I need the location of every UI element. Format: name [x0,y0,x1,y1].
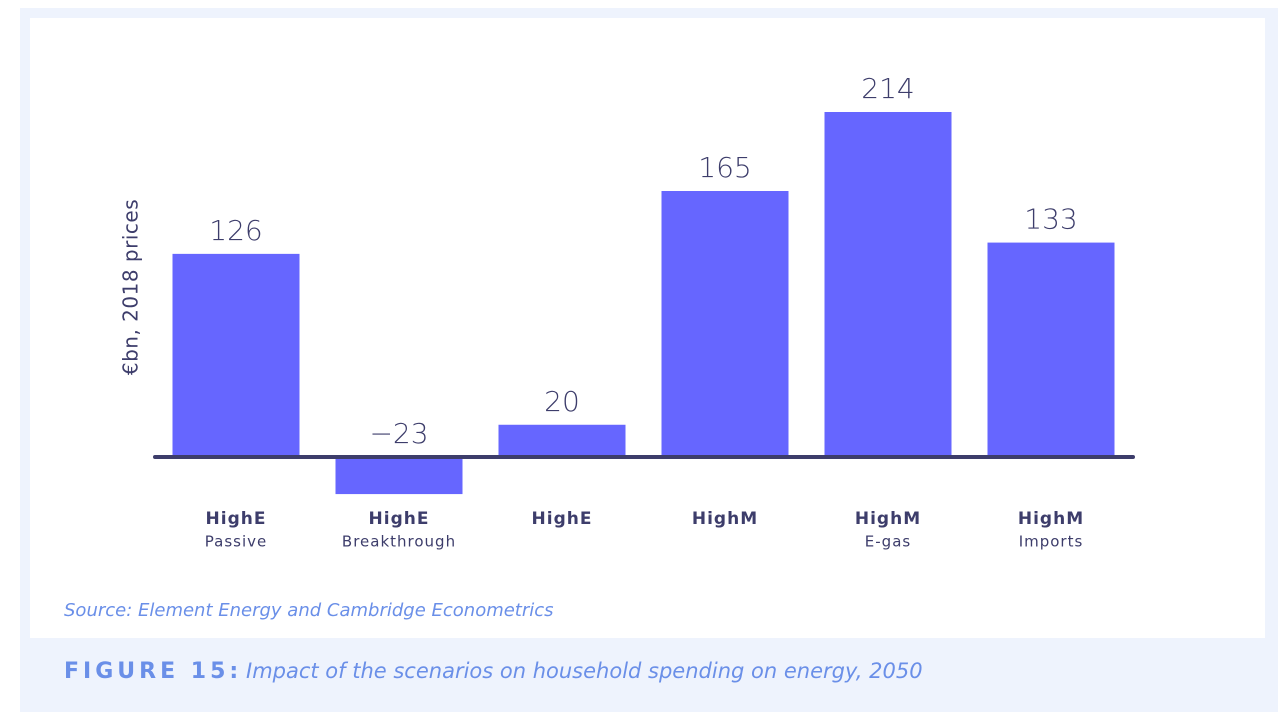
category-label: HighE [532,509,593,529]
category-label: HighM [692,509,758,529]
value-label: 20 [544,385,580,418]
bar [987,242,1115,457]
value-label: 126 [209,214,262,247]
category-label: HighE [369,509,430,529]
category-sublabel: Imports [1019,533,1084,551]
value-label: 133 [1024,203,1077,236]
category-sublabel: Breakthrough [342,533,456,551]
bar [498,424,626,457]
category-label: HighM [855,509,921,529]
bar [335,457,463,495]
value-label: 165 [698,151,751,184]
bar [824,112,952,457]
value-label: 214 [861,72,914,105]
bar [172,253,300,457]
bar [661,190,789,457]
category-sublabel: Passive [205,533,267,551]
figure-caption: Impact of the scenarios on household spe… [246,659,923,683]
category-sublabel: E-gas [865,533,911,551]
y-axis-label: €bn, 2018 prices [119,199,143,375]
value-label: −23 [369,417,428,450]
source-note: Source: Element Energy and Cambridge Eco… [64,600,554,621]
category-label: HighM [1018,509,1084,529]
category-label: HighE [206,509,267,529]
figure-number: FIGURE 15: [64,659,242,684]
